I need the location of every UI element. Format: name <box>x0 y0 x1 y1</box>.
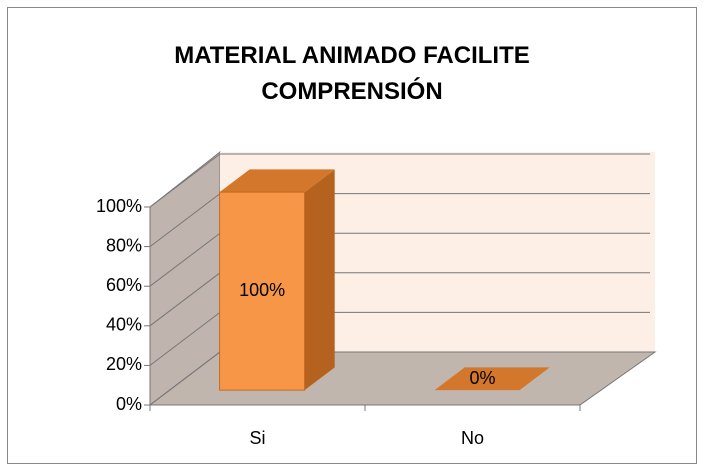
value-label: 0% <box>469 368 495 388</box>
y-tick-label: 100% <box>96 196 142 216</box>
y-tick-label: 0% <box>116 394 142 414</box>
y-tick-label: 60% <box>106 275 142 295</box>
value-label: 100% <box>239 280 285 300</box>
bar-top <box>434 367 550 391</box>
x-tick-label: No <box>461 428 484 448</box>
bar <box>219 191 306 391</box>
x-tick-label: Si <box>249 428 265 448</box>
bar-top <box>219 169 335 193</box>
y-tick-label: 80% <box>106 235 142 255</box>
y-tick-label: 40% <box>106 315 142 335</box>
grid-line <box>149 153 650 208</box>
bar-side <box>304 169 335 391</box>
y-tick-label: 20% <box>106 354 142 374</box>
chart-title: MATERIAL ANIMADO FACILITE COMPRENSIÓN <box>174 42 530 105</box>
